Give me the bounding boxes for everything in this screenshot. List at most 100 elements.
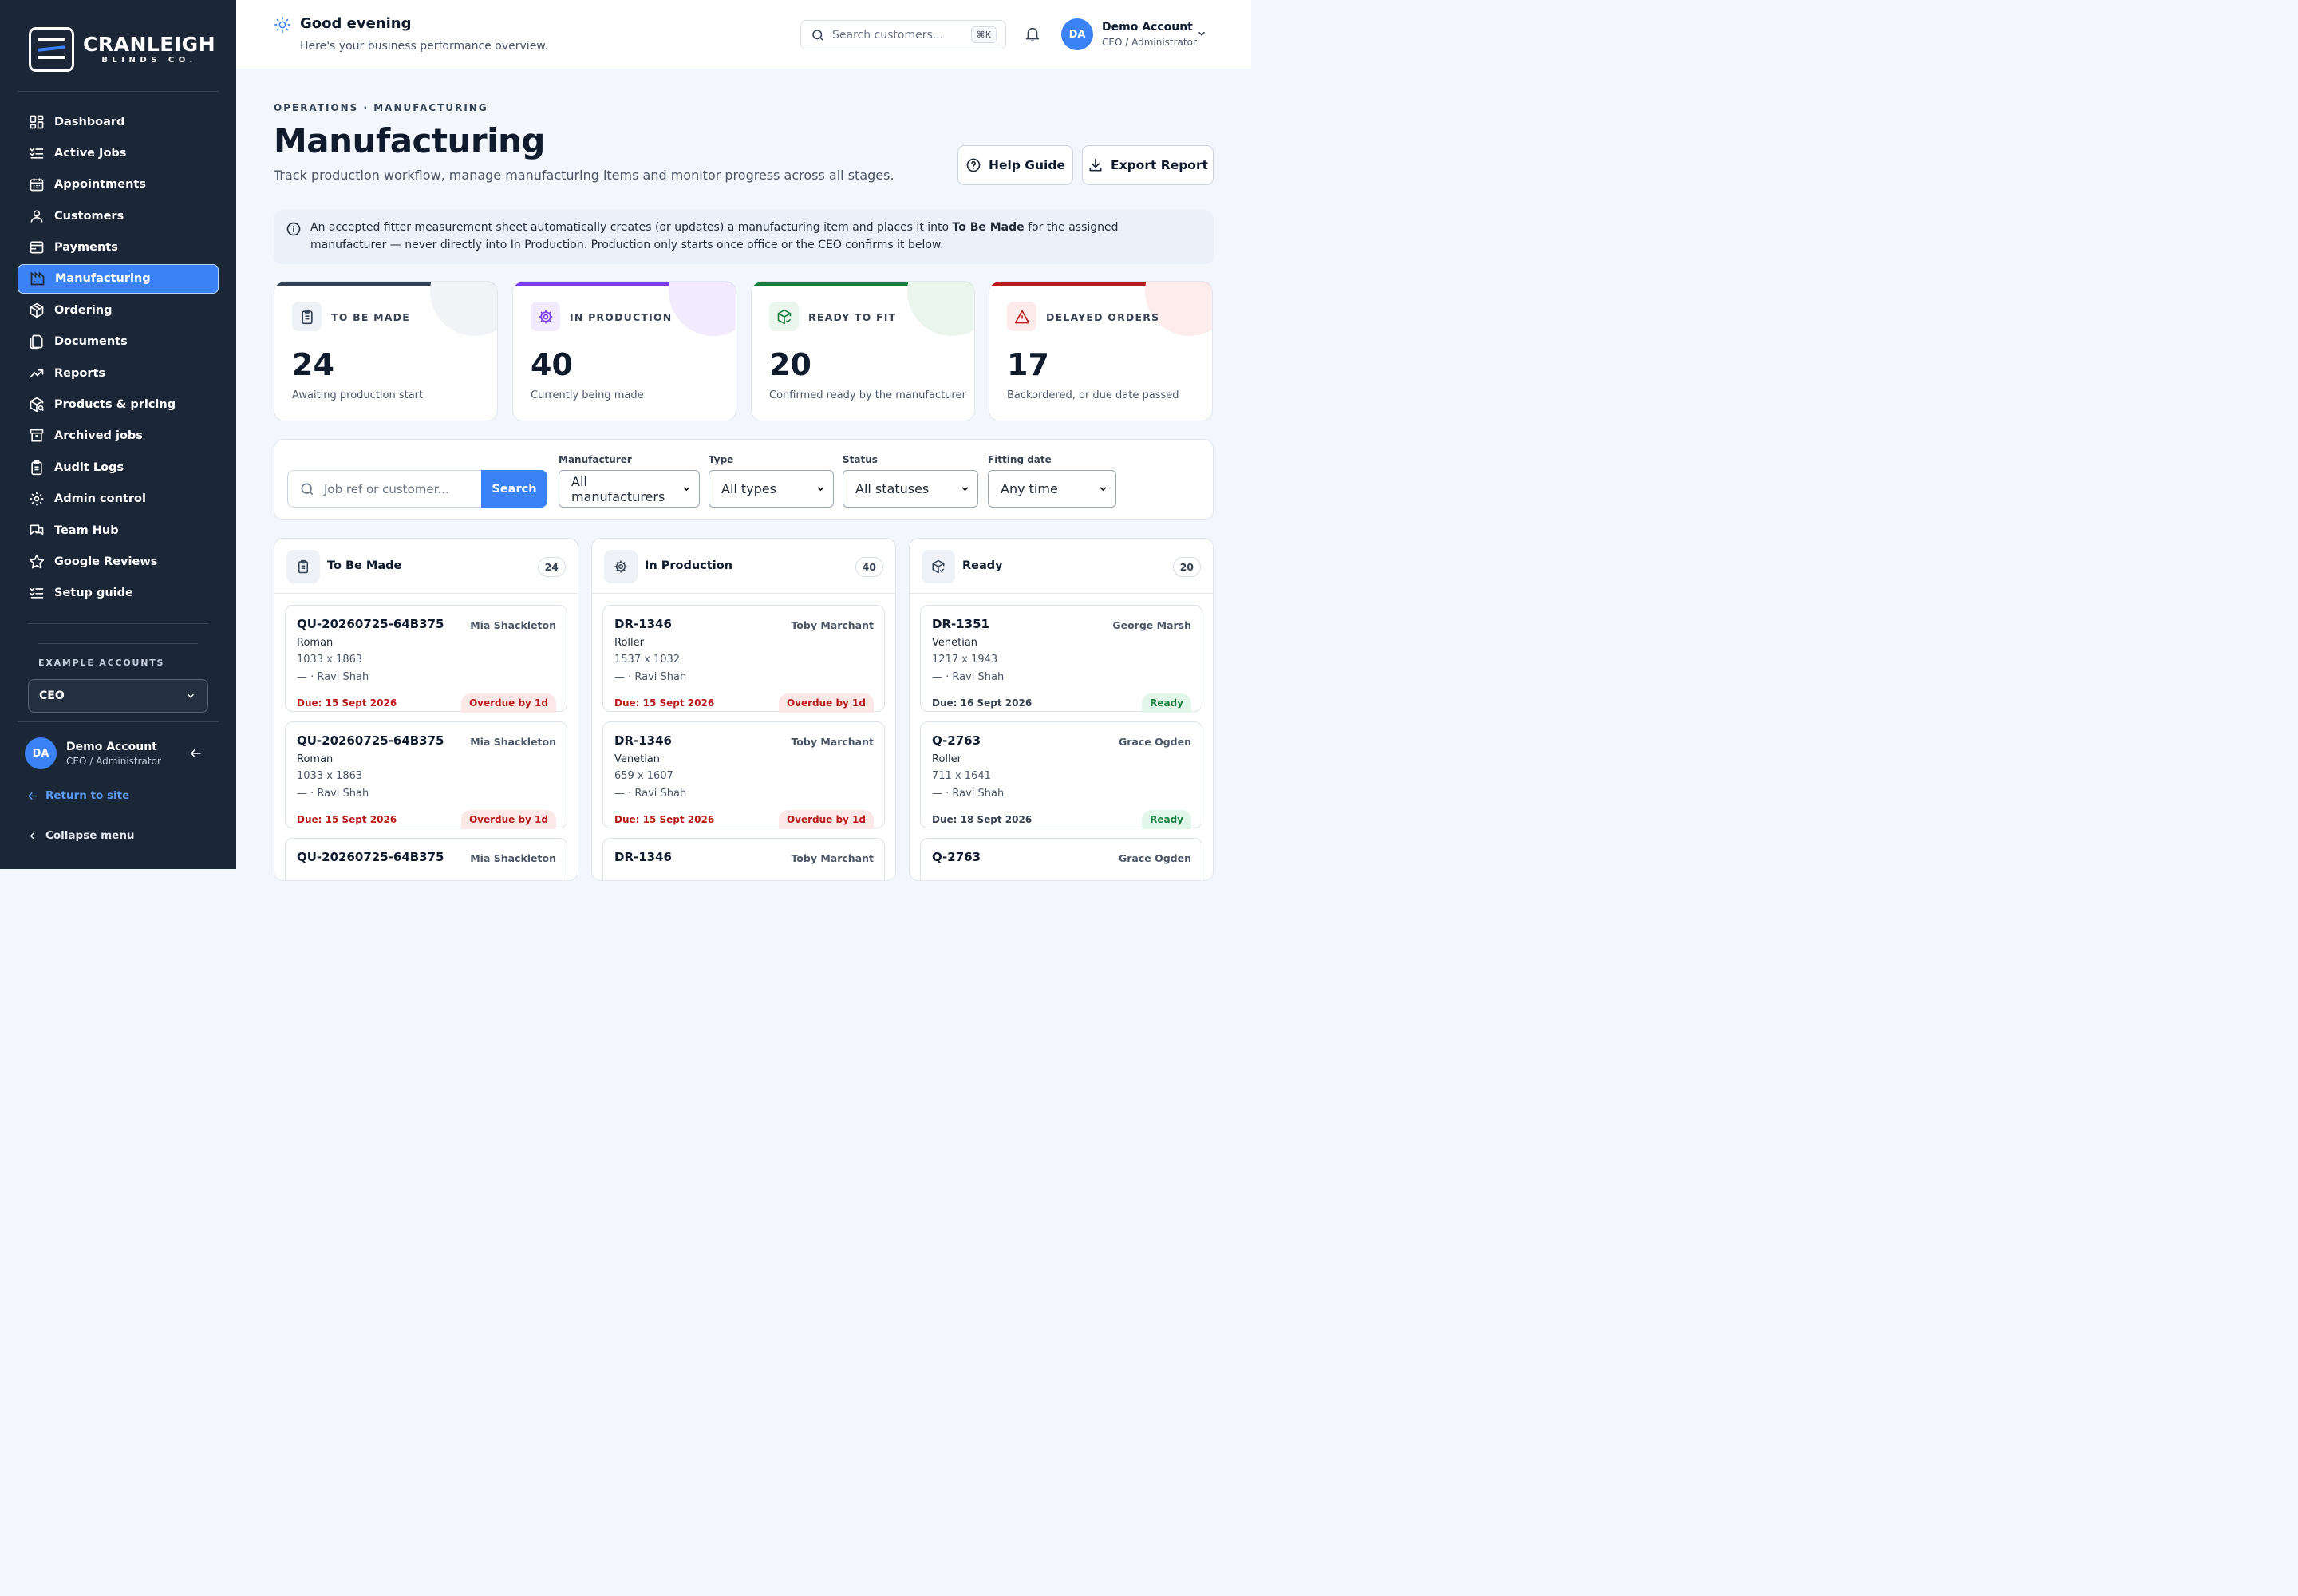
sidebar-item-appointments[interactable]: Appointments: [18, 170, 219, 200]
status-badge: Overdue by 1d: [778, 810, 874, 829]
job-dimensions: 1033 x 1863: [297, 770, 363, 782]
customer-search-input[interactable]: Search customers... ⌘K: [800, 20, 1006, 49]
topbar: Good evening Here's your business perfor…: [236, 0, 1251, 69]
sidebar-item-dashboard[interactable]: Dashboard: [18, 107, 219, 136]
status-badge: Overdue by 1d: [778, 693, 874, 713]
job-type: Venetian: [614, 753, 661, 765]
search-icon: [812, 29, 823, 41]
stat-value: 20: [769, 347, 811, 382]
job-fitter: — · Ravi Shah: [932, 671, 1005, 683]
example-account-select[interactable]: CEO: [28, 679, 208, 713]
sidebar-item-archived-jobs[interactable]: Archived jobs: [18, 421, 219, 451]
job-card[interactable]: DR-1346 Toby Marchant: [602, 838, 885, 880]
type-select[interactable]: All types: [709, 470, 834, 508]
greeting-subtitle: Here's your business performance overvie…: [300, 40, 548, 53]
job-card[interactable]: QU-20260725-64B375 Mia Shackleton: [285, 838, 567, 880]
job-fitter: — · Ravi Shah: [297, 671, 369, 683]
job-type: Roman: [297, 637, 334, 649]
stat-card-in-production: IN PRODUCTION 40 Currently being made: [512, 281, 736, 421]
sidebar-divider: [38, 643, 198, 644]
sidebar-item-label: Payments: [54, 241, 118, 255]
job-dimensions: 659 x 1607: [614, 770, 673, 782]
job-due-date: Due: 15 Sept 2026: [297, 814, 397, 825]
arrow-left-icon[interactable]: [188, 746, 203, 760]
job-ref: QU-20260725-64B375: [297, 733, 444, 748]
chevron-down-icon[interactable]: [1196, 28, 1207, 39]
dashboard-icon: [30, 115, 44, 128]
clipboard-icon: [31, 460, 42, 475]
column-count: 20: [1172, 557, 1201, 577]
job-customer: Grace Ogden: [1119, 736, 1191, 748]
job-ref: DR-1351: [932, 617, 989, 631]
job-card[interactable]: Q-2763 Grace Ogden: [920, 838, 1202, 880]
sidebar-item-manufacturing[interactable]: Manufacturing: [18, 263, 219, 294]
collapse-menu-button[interactable]: Collapse menu: [26, 829, 135, 842]
column-title: In Production: [645, 559, 732, 572]
stat-card-to-be-made: TO BE MADE 24 Awaiting production start: [274, 281, 498, 421]
job-card[interactable]: QU-20260725-64B375 Mia Shackleton Roman …: [285, 605, 567, 713]
chevron-down-icon: [187, 693, 195, 698]
sidebar-item-reports[interactable]: Reports: [18, 358, 219, 388]
manufacturer-filter: Manufacturer All manufacturers: [559, 454, 700, 508]
sidebar-item-payments[interactable]: Payments: [18, 233, 219, 263]
status-select[interactable]: All statuses: [843, 470, 978, 508]
stat-description: Currently being made: [531, 389, 644, 401]
collapse-menu-label: Collapse menu: [45, 829, 135, 842]
sidebar-item-setup-guide[interactable]: Setup guide: [18, 579, 219, 608]
column-count: 40: [855, 557, 883, 577]
status-filter: Status All statuses: [843, 454, 978, 508]
sidebar-item-audit-logs[interactable]: Audit Logs: [18, 452, 219, 482]
export-report-button[interactable]: Export Report: [1082, 145, 1214, 185]
account-menu[interactable]: DA Demo Account CEO / Administrator: [1061, 18, 1197, 50]
job-dimensions: 1217 x 1943: [932, 654, 998, 666]
stat-label: READY TO FIT: [808, 311, 897, 323]
user-role: CEO / Administrator: [1102, 37, 1197, 48]
job-card[interactable]: QU-20260725-64B375 Mia Shackleton Roman …: [285, 721, 567, 829]
sidebar-item-label: Customers: [54, 209, 124, 223]
fitting-date-select[interactable]: Any time: [988, 470, 1116, 508]
sidebar-item-admin-control[interactable]: Admin control: [18, 484, 219, 514]
search-button[interactable]: Search: [481, 470, 547, 508]
job-customer: Toby Marchant: [791, 736, 874, 748]
user-name: Demo Account: [66, 740, 157, 753]
job-due-date: Due: 18 Sept 2026: [932, 814, 1033, 825]
sidebar-item-google-reviews[interactable]: Google Reviews: [18, 547, 219, 576]
stat-label: DELAYED ORDERS: [1046, 311, 1160, 323]
job-due-date: Due: 15 Sept 2026: [614, 697, 715, 709]
bell-icon[interactable]: [1024, 26, 1041, 43]
manufacturer-select[interactable]: All manufacturers: [559, 470, 700, 508]
search-placeholder: Search customers...: [832, 28, 944, 41]
job-card[interactable]: DR-1351 George Marsh Venetian 1217 x 194…: [920, 605, 1202, 713]
fitting-date-filter: Fitting date Any time: [988, 454, 1116, 508]
sidebar-item-label: Reports: [54, 366, 106, 380]
return-to-site-link[interactable]: Return to site: [26, 789, 129, 802]
sidebar-item-documents[interactable]: Documents: [18, 327, 219, 357]
sidebar: CRANLEIGH BLINDS CO. Dashboard Active Jo…: [0, 0, 236, 869]
job-card[interactable]: Q-2763 Grace Ogden Roller 711 x 1641 — ·…: [920, 721, 1202, 829]
stat-card-delayed-orders: DELAYED ORDERS 17 Backordered, or due da…: [989, 281, 1213, 421]
sidebar-item-customers[interactable]: Customers: [18, 201, 219, 231]
job-card[interactable]: DR-1346 Toby Marchant Venetian 659 x 160…: [602, 721, 885, 829]
help-guide-button[interactable]: Help Guide: [958, 145, 1073, 185]
job-ref: DR-1346: [614, 617, 672, 631]
clipboard-icon: [286, 550, 320, 583]
avatar: DA: [25, 737, 57, 769]
brand-logo[interactable]: CRANLEIGH BLINDS CO.: [29, 27, 215, 72]
job-type: Venetian: [932, 637, 978, 649]
example-accounts-label: EXAMPLE ACCOUNTS: [38, 658, 165, 668]
sidebar-item-team-hub[interactable]: Team Hub: [18, 516, 219, 545]
job-customer: Toby Marchant: [791, 852, 874, 864]
wallet-icon: [30, 241, 44, 254]
job-customer: Grace Ogden: [1119, 852, 1191, 864]
sidebar-item-ordering[interactable]: Ordering: [18, 295, 219, 325]
job-search-input[interactable]: Job ref or customer...: [287, 470, 482, 508]
column-to-be-made: To Be Made 24 QU-20260725-64B375 Mia Sha…: [274, 538, 578, 881]
job-card[interactable]: DR-1346 Toby Marchant Roller 1537 x 1032…: [602, 605, 885, 713]
stat-description: Backordered, or due date passed: [1007, 389, 1179, 401]
sidebar-item-active-jobs[interactable]: Active Jobs: [18, 138, 219, 168]
sidebar-item-label: Archived jobs: [54, 429, 143, 443]
sidebar-item-label: Google Reviews: [54, 555, 158, 568]
sidebar-divider: [18, 91, 219, 92]
sidebar-item-products-pricing[interactable]: Products & pricing: [18, 390, 219, 420]
chevron-down-icon: [961, 487, 969, 492]
